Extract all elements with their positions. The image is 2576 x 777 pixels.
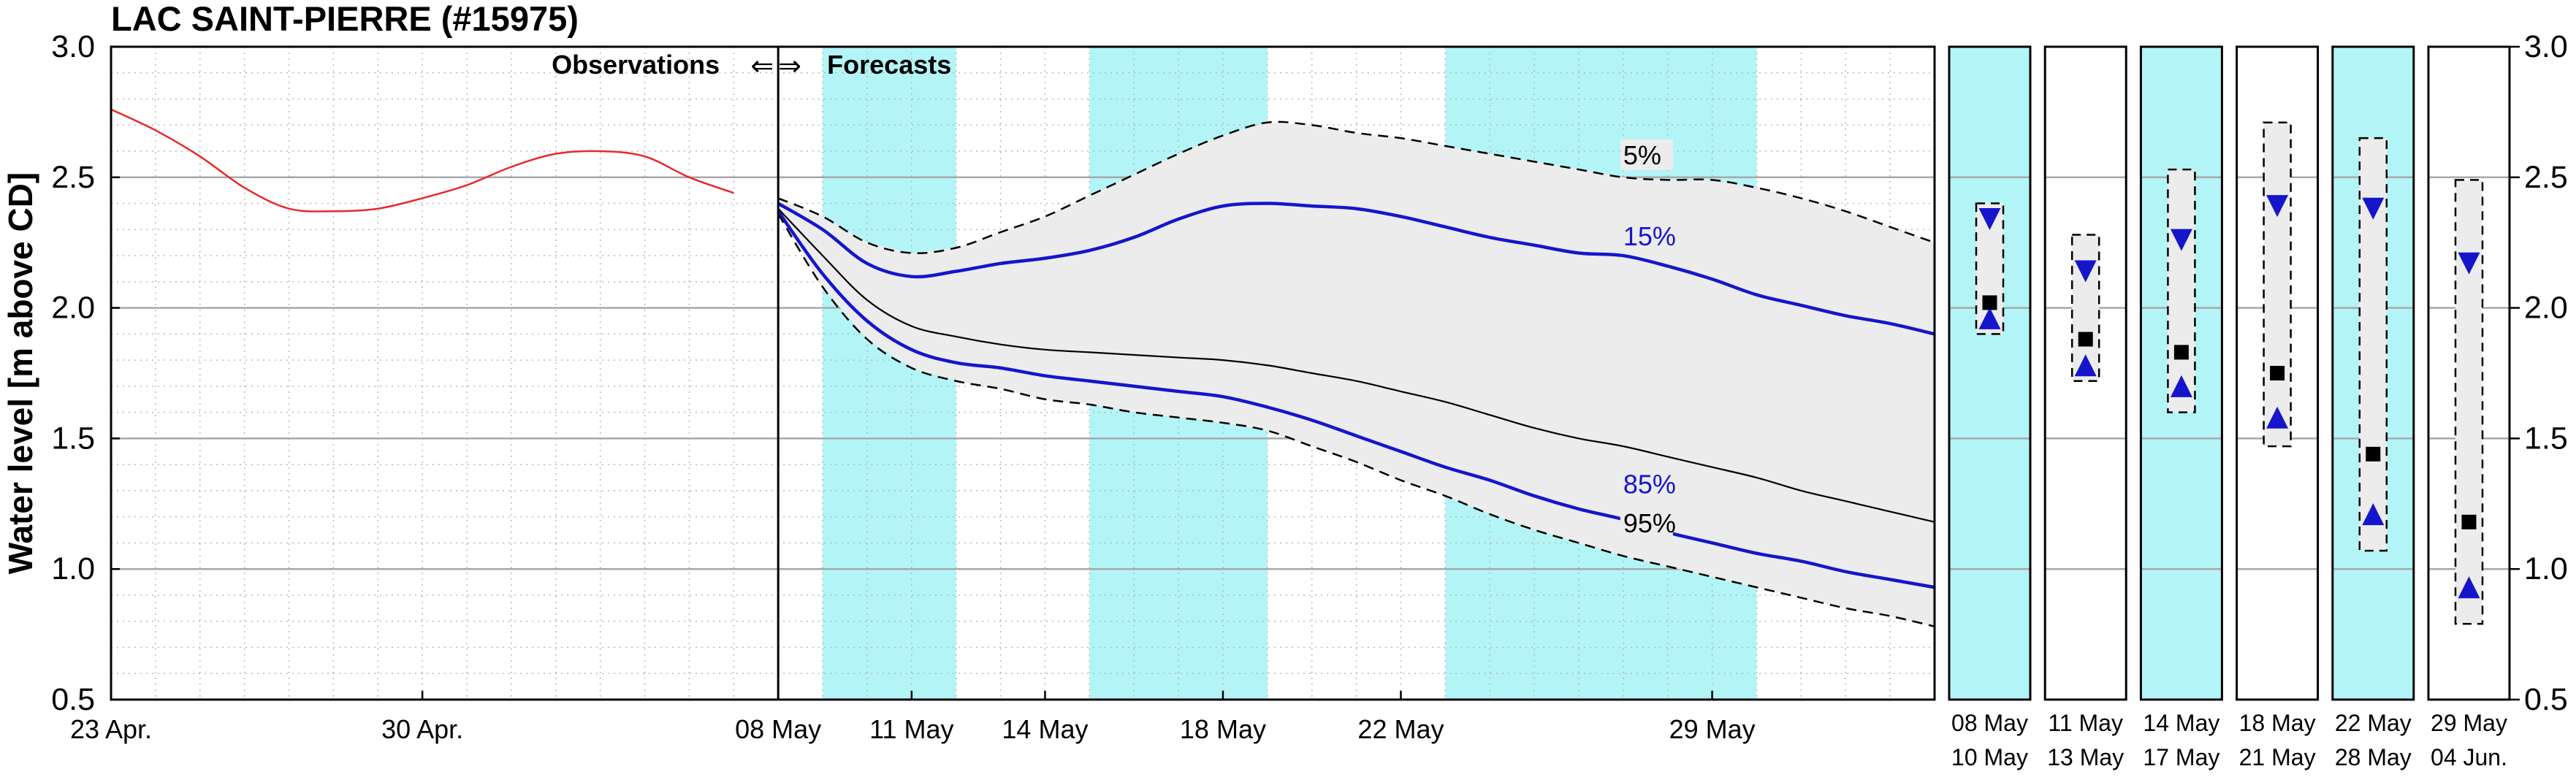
period-label-bottom: 13 May xyxy=(2047,744,2124,770)
period-label-top: 08 May xyxy=(1951,710,2028,736)
x-tick-label: 18 May xyxy=(1180,714,1266,744)
y-tick-label-left: 0.5 xyxy=(51,682,95,717)
median-square-marker xyxy=(2270,366,2285,380)
series-line-2 xyxy=(777,207,1935,523)
series-line-0 xyxy=(777,120,1935,254)
period-label-bottom: 10 May xyxy=(1951,744,2028,770)
range-box xyxy=(2167,168,2196,413)
period-panel-frame xyxy=(2236,45,2320,701)
period-panel xyxy=(2043,45,2127,701)
high-triangle-marker xyxy=(2362,197,2385,220)
series-label-bg xyxy=(1620,468,1673,500)
x-tick-label: 29 May xyxy=(1669,714,1756,744)
series-label-bg xyxy=(1620,220,1673,251)
period-panel xyxy=(2236,45,2320,701)
period-panel-frame xyxy=(2139,45,2223,701)
series-line-1 xyxy=(777,202,1935,336)
period-label-bottom: 28 May xyxy=(2335,744,2412,770)
low-triangle-marker xyxy=(2170,375,2192,397)
y-tick-label-right: 1.5 xyxy=(2524,421,2568,456)
low-triangle-marker xyxy=(2074,354,2097,377)
period-label-top: 29 May xyxy=(2431,710,2507,736)
high-triangle-marker xyxy=(1978,208,2001,231)
y-tick-label-left: 1.5 xyxy=(51,421,95,456)
period-panel-frame xyxy=(1948,45,2032,701)
forecasts-annotation: Forecasts xyxy=(827,50,951,80)
series-label-bg xyxy=(1620,139,1673,170)
period-label-top: 18 May xyxy=(2239,710,2316,736)
series-label-bg xyxy=(1620,508,1673,539)
high-triangle-marker xyxy=(2170,229,2192,251)
x-tick-label: 14 May xyxy=(1002,714,1088,744)
y-tick-label-right: 0.5 xyxy=(2524,682,2568,717)
period-label-bottom: 21 May xyxy=(2239,744,2316,770)
high-triangle-marker xyxy=(2458,252,2480,275)
high-triangle-marker xyxy=(2266,195,2289,218)
series-line-3 xyxy=(777,210,1935,589)
chart-title: LAC SAINT-PIERRE (#15975) xyxy=(111,0,579,38)
x-tick-label: 30 Apr. xyxy=(381,714,463,744)
observations-annotation: Observations xyxy=(552,50,720,80)
period-panel-frame xyxy=(2331,45,2415,701)
median-square-marker xyxy=(2366,446,2381,462)
high-triangle-marker xyxy=(2074,260,2097,283)
low-triangle-marker xyxy=(2362,503,2385,526)
y-tick-label-left: 1.0 xyxy=(51,551,95,586)
series-label: 15% xyxy=(1623,221,1676,251)
range-box xyxy=(2263,121,2292,448)
period-label-bottom: 04 Jun. xyxy=(2431,744,2507,770)
y-axis-label: Water level [m above CD] xyxy=(1,172,39,574)
low-triangle-marker xyxy=(2458,576,2480,599)
period-label-bottom: 17 May xyxy=(2143,744,2219,770)
range-box xyxy=(2454,179,2484,625)
y-tick-label-right: 3.0 xyxy=(2524,29,2568,64)
series-line-4 xyxy=(777,213,1935,628)
y-tick-label-right: 2.5 xyxy=(2524,160,2568,195)
series-label: 5% xyxy=(1623,140,1661,170)
low-triangle-marker xyxy=(1978,307,2001,329)
period-label-top: 14 May xyxy=(2143,710,2219,736)
period-panel-frame xyxy=(2043,45,2127,701)
period-panel-frame xyxy=(2427,45,2511,701)
x-tick-label: 22 May xyxy=(1357,714,1444,744)
period-panel xyxy=(2427,45,2511,701)
series-label: 85% xyxy=(1623,469,1676,499)
period-label-top: 11 May xyxy=(2048,710,2123,736)
x-tick-label: 23 Apr. xyxy=(70,714,152,744)
series-label: 95% xyxy=(1623,508,1676,538)
y-tick-label-right: 2.0 xyxy=(2524,291,2568,326)
median-square-marker xyxy=(1982,295,1997,310)
period-panel xyxy=(2139,45,2223,701)
low-triangle-marker xyxy=(2266,406,2289,429)
y-tick-label-left: 2.0 xyxy=(51,291,95,326)
direction-arrows: ⇐⇒ xyxy=(750,51,806,82)
period-label-top: 22 May xyxy=(2335,710,2412,736)
x-tick-label: 08 May xyxy=(735,714,821,744)
y-tick-label-right: 1.0 xyxy=(2524,551,2568,586)
period-panel-background xyxy=(1949,47,2030,700)
observed-line xyxy=(110,108,734,213)
median-square-marker xyxy=(2461,514,2477,529)
median-square-marker xyxy=(2078,332,2093,347)
period-panel xyxy=(2331,45,2415,701)
main-plot-frame xyxy=(110,45,1936,701)
period-panel xyxy=(1948,45,2032,701)
y-tick-label-left: 2.5 xyxy=(51,160,95,195)
x-tick-label: 11 May xyxy=(869,714,953,744)
median-square-marker xyxy=(2173,345,2189,360)
y-tick-label-left: 3.0 xyxy=(51,29,95,64)
